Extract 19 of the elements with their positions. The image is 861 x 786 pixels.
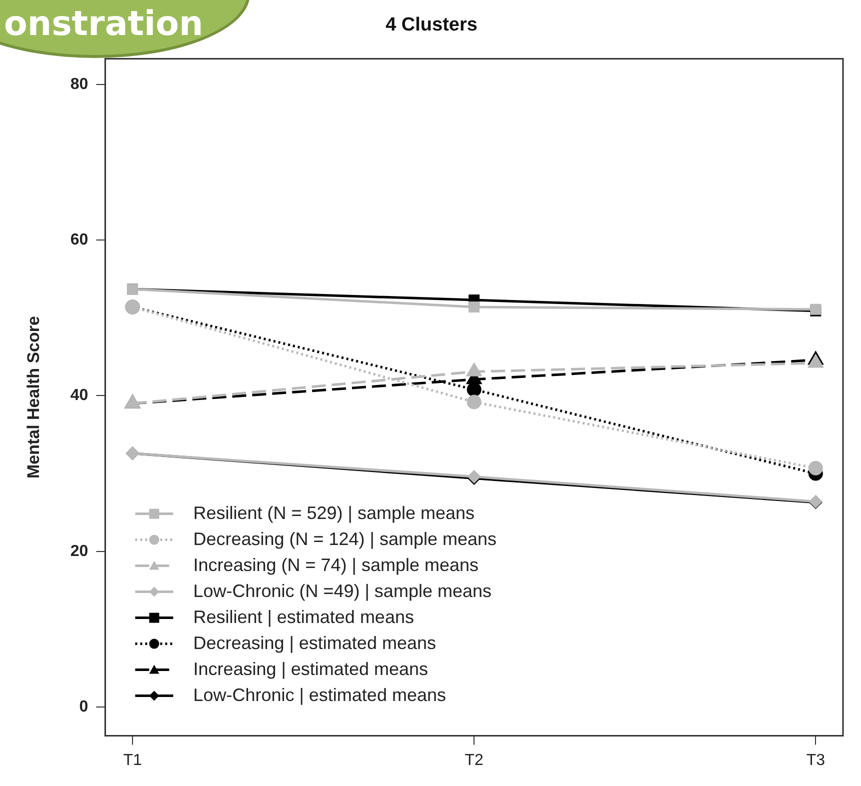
legend-label: Increasing (N = 74) | sample means [193, 554, 479, 575]
x-tick-label: T1 [123, 752, 142, 769]
legend-label: Decreasing (N = 124) | sample means [193, 528, 497, 549]
y-tick-label: 80 [70, 76, 88, 93]
x-tick-label: T3 [806, 752, 826, 769]
legend-label: Low-Chronic (N =49) | sample means [193, 580, 492, 601]
y-axis-title: Mental Health Score [24, 316, 43, 479]
legend-label: Decreasing | estimated means [193, 632, 436, 653]
y-tick-label: 20 [70, 542, 88, 560]
legend-label: Increasing | estimated means [193, 658, 428, 679]
text: onstration [4, 4, 204, 44]
chart-title: 4 Clusters [386, 14, 478, 36]
legend-label: Low-Chronic | estimated means [193, 684, 446, 705]
y-tick-label: 60 [70, 232, 88, 249]
legend-label: Resilient (N = 529) | sample means [193, 502, 474, 523]
x-tick-label: T2 [464, 752, 484, 769]
y-tick-label: 0 [79, 698, 88, 716]
y-tick-label: 40 [70, 387, 88, 404]
legend-label: Resilient | estimated means [193, 606, 414, 627]
